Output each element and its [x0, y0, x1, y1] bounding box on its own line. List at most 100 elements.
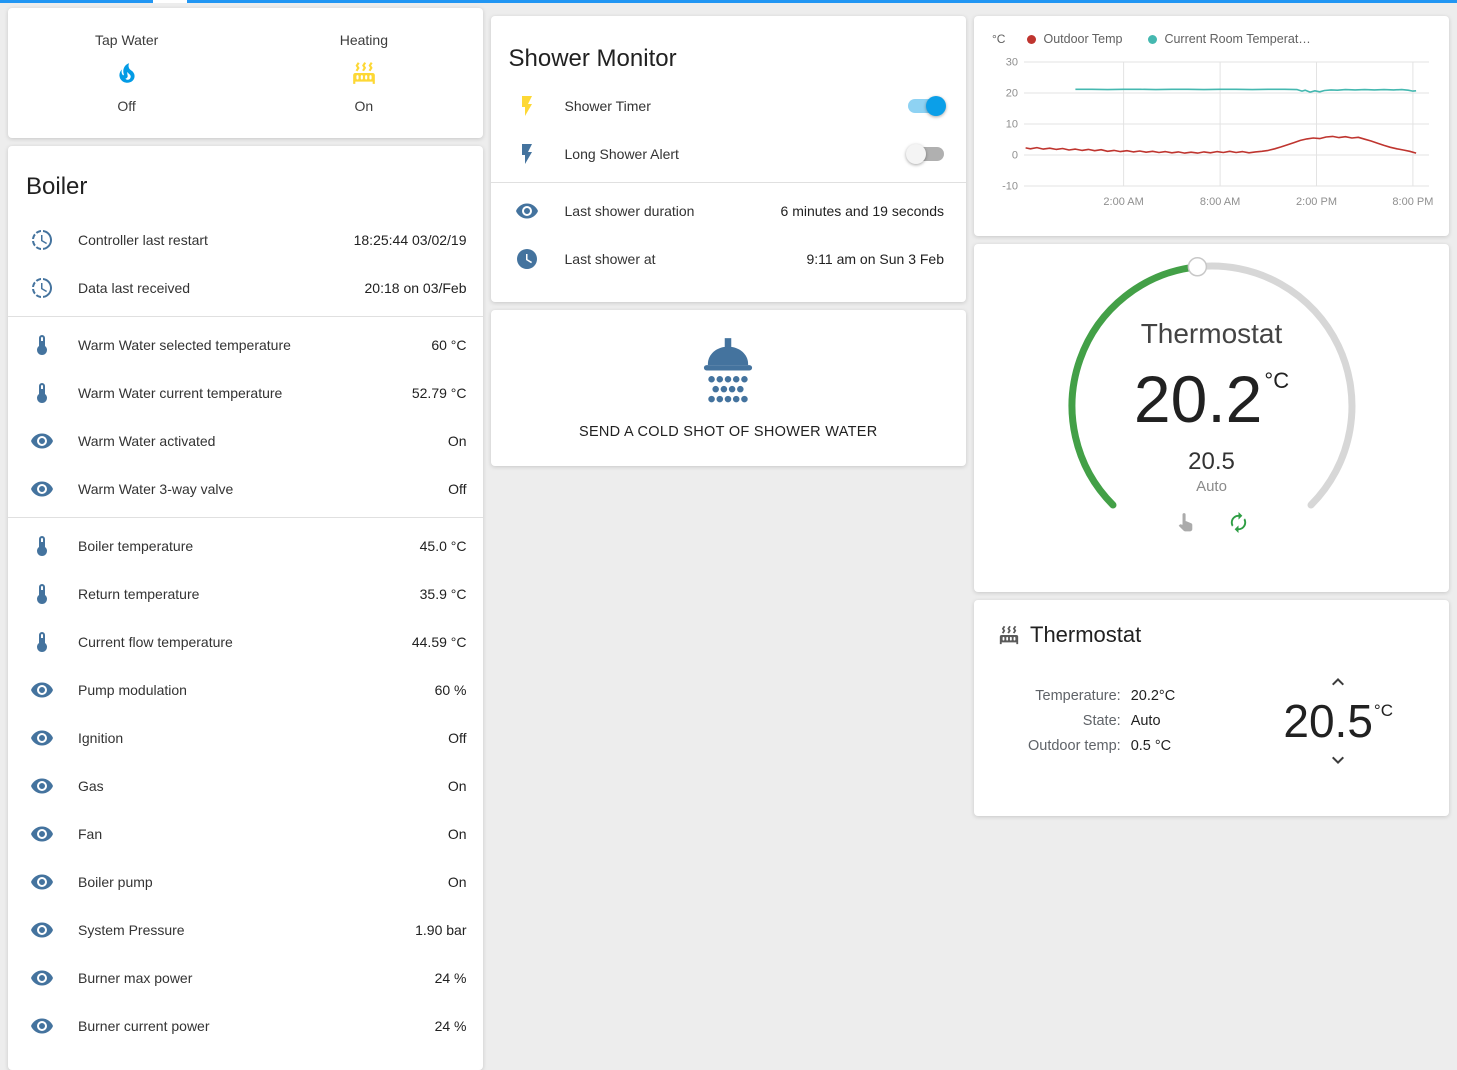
- target-unit: °C: [1373, 701, 1393, 720]
- glance-item-tap-water[interactable]: Tap Water Off: [8, 31, 245, 115]
- cold-shot-button-card[interactable]: SEND A COLD SHOT OF SHOWER WATER: [490, 310, 966, 466]
- clock-icon: [516, 249, 537, 269]
- entity-name: Boiler temperature: [78, 538, 194, 554]
- thermometer-icon: [37, 632, 47, 652]
- eye-icon: [31, 778, 53, 794]
- svg-text:30: 30: [1006, 57, 1018, 69]
- toggle-knob: [906, 144, 926, 164]
- thermometer-icon: [37, 383, 47, 403]
- legend-items: Outdoor Temp Current Room Temperat…: [1027, 32, 1311, 46]
- glance-item-state: Off: [117, 98, 136, 114]
- entity-state: 60 °C: [431, 337, 467, 353]
- thermostat-info-card: Thermostat Temperature: 20.2°C State: Auto O…: [974, 600, 1449, 816]
- active-tab-indicator: [153, 0, 187, 3]
- boiler-entity-list: Controller last restart 18:25:44 03/02/19…: [8, 216, 483, 1050]
- entity-row[interactable]: Burner current power 24 %: [8, 1002, 483, 1050]
- entity-state: Off: [448, 730, 467, 746]
- eye-icon: [31, 922, 53, 938]
- increase-temperature-button[interactable]: [1326, 670, 1350, 694]
- boiler-card: Boiler Controller last restart 18:25:44 0…: [8, 146, 483, 1070]
- entity-name: Burner current power: [78, 1018, 210, 1034]
- glance-item-heating[interactable]: Heating On: [245, 31, 482, 115]
- entity-state: 9:11 am on Sun 3 Feb: [806, 251, 945, 267]
- shower-monitor-card: Shower Monitor Shower Timer Long Shower A…: [490, 16, 967, 302]
- dial-current-value: 20.2: [1133, 362, 1263, 436]
- eye-icon: [31, 433, 53, 449]
- thermometer-icon: [37, 536, 47, 556]
- auto-mode-button[interactable]: [1227, 511, 1250, 535]
- entity-state: 60 %: [434, 682, 467, 698]
- eye-icon: [31, 481, 53, 497]
- entity-state: On: [447, 433, 467, 449]
- entity-name: Boiler pump: [78, 874, 153, 890]
- glance-item-name: Heating: [339, 32, 388, 48]
- eye-icon: [31, 874, 53, 890]
- eye-icon: [31, 970, 53, 986]
- entity-row[interactable]: Boiler pump On: [8, 858, 483, 906]
- cold-shot-button-label: SEND A COLD SHOT OF SHOWER WATER: [578, 424, 878, 440]
- legend-item[interactable]: Current Room Temperat…: [1148, 32, 1311, 46]
- dial-target-temperature: 20.5: [1188, 448, 1235, 475]
- autorenew-icon: [1230, 511, 1246, 534]
- entity-row[interactable]: Gas On: [8, 762, 483, 810]
- entity-state: On: [447, 826, 467, 842]
- decrease-temperature-button[interactable]: [1326, 748, 1350, 772]
- entity-row[interactable]: Last shower at 9:11 am on Sun 3 Feb: [491, 235, 967, 283]
- svg-text:-10: -10: [1002, 181, 1018, 193]
- toggle-switch[interactable]: [906, 144, 944, 164]
- entity-name: Gas: [78, 778, 104, 794]
- entity-row[interactable]: Pump modulation 60 %: [8, 666, 483, 714]
- entity-state: 18:25:44 03/02/19: [353, 232, 467, 248]
- entity-row[interactable]: Data last received 20:18 on 03/Feb: [8, 264, 483, 312]
- dial-knob[interactable]: [1187, 257, 1207, 277]
- entity-row[interactable]: Ignition Off: [8, 714, 483, 762]
- entity-name: Warm Water activated: [78, 433, 216, 449]
- entity-row[interactable]: Warm Water activated On: [8, 417, 483, 465]
- entity-row[interactable]: Controller last restart 18:25:44 03/02/19: [8, 216, 483, 264]
- entity-row[interactable]: Boiler temperature 45.0 °C: [8, 522, 483, 570]
- entity-row[interactable]: Return temperature 35.9 °C: [8, 570, 483, 618]
- entity-state: 1.90 bar: [415, 922, 467, 938]
- attribute-label: Outdoor temp:: [1028, 738, 1121, 754]
- chevron-down-icon: [1332, 756, 1345, 764]
- y-axis-unit-label: °C: [992, 32, 1006, 46]
- entity-name: Last shower duration: [564, 203, 695, 219]
- target-temperature-setter: 20.5 °C: [1283, 670, 1393, 772]
- eye-icon: [515, 203, 538, 219]
- entity-row[interactable]: System Pressure 1.90 bar: [8, 906, 483, 954]
- glance-card: Tap Water Off Heating On: [8, 8, 483, 138]
- legend-item[interactable]: Outdoor Temp: [1027, 32, 1122, 46]
- entity-name: Warm Water 3-way valve: [78, 481, 234, 497]
- svg-text:0: 0: [1012, 150, 1018, 162]
- column-left: Tap Water Off Heating On Boiler Controller …: [8, 8, 483, 1070]
- entity-row[interactable]: Warm Water 3-way valve Off: [8, 465, 483, 513]
- thermostat-dial: [1068, 257, 1355, 509]
- entity-state: 6 minutes and 19 seconds: [780, 203, 944, 219]
- entity-row[interactable]: Current flow temperature 44.59 °C: [8, 618, 483, 666]
- entity-name: System Pressure: [78, 922, 185, 938]
- entity-row[interactable]: Fan On: [8, 810, 483, 858]
- dial-title: Thermostat: [1140, 318, 1283, 349]
- progress-clock-icon: [32, 278, 53, 298]
- entity-row[interactable]: Last shower duration 6 minutes and 19 sec…: [491, 187, 967, 235]
- dial-arc-track: [1193, 262, 1355, 509]
- thermostat-dial-card: Thermostat 20.2 °C 20.5 Auto: [974, 244, 1449, 592]
- dial-arc-active: [1068, 263, 1201, 509]
- entity-row[interactable]: Warm Water current temperature 52.79 °C: [8, 369, 483, 417]
- entity-name: Data last received: [78, 280, 191, 296]
- toggle-switch[interactable]: [908, 96, 946, 116]
- chart-legend: °C Outdoor Temp Current Room Temperat…: [990, 26, 1433, 50]
- entity-row[interactable]: Warm Water selected temperature 60 °C: [8, 321, 483, 369]
- entity-name: Fan: [78, 826, 103, 842]
- glance-item-name: Tap Water: [94, 32, 159, 48]
- entity-row[interactable]: Burner max power 24 %: [8, 954, 483, 1002]
- history-line-chart: 30 20 10 0 -10 2:00 AM 8:00 AM 2:00 PM 8:00 PM: [1002, 57, 1433, 209]
- entity-state: 24 %: [434, 970, 467, 986]
- progress-clock-icon: [32, 230, 53, 250]
- dial-content: Thermostat 20.2 °C 20.5 Auto: [974, 244, 1449, 592]
- column-right: °C Outdoor Temp Current Room Temperat… 30…: [974, 16, 1449, 816]
- manual-mode-button[interactable]: [1174, 511, 1197, 535]
- shower-toggle-rows: Shower Timer Long Shower Alert: [491, 82, 967, 178]
- svg-text:20: 20: [1006, 88, 1018, 100]
- attribute-value: 20.2°C: [1130, 688, 1176, 704]
